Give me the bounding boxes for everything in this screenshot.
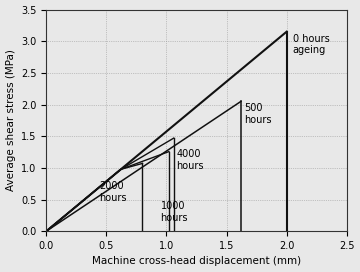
Text: 1000
hours: 1000 hours: [161, 201, 188, 223]
X-axis label: Machine cross-head displacement (mm): Machine cross-head displacement (mm): [92, 256, 301, 267]
Y-axis label: Average shear stress (MPa): Average shear stress (MPa): [5, 50, 15, 191]
Text: 4000
hours: 4000 hours: [176, 149, 204, 171]
Text: 500
hours: 500 hours: [244, 103, 272, 125]
Text: 0 hours
ageing: 0 hours ageing: [293, 33, 329, 55]
Text: 2000
hours: 2000 hours: [99, 181, 127, 203]
